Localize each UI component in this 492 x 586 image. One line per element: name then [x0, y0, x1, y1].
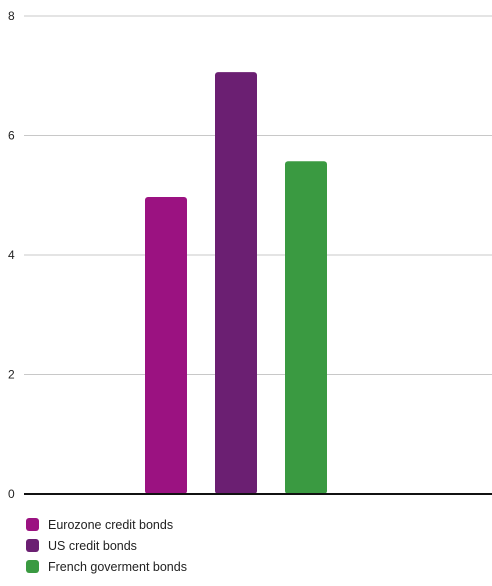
- y-tick-label: 2: [8, 368, 15, 382]
- legend-item: US credit bonds: [26, 535, 187, 556]
- legend-item: French goverment bonds: [26, 556, 187, 577]
- legend-swatch: [26, 518, 39, 531]
- legend: Eurozone credit bonds US credit bonds Fren…: [26, 514, 187, 577]
- bar-chart: 0 2 4 6 8: [8, 9, 492, 501]
- legend-swatch: [26, 560, 39, 573]
- bar: [145, 197, 187, 495]
- legend-item: Eurozone credit bonds: [26, 514, 187, 535]
- legend-label: French goverment bonds: [48, 559, 187, 574]
- bar: [285, 161, 327, 494]
- grid-layer: 0 2 4 6 8: [8, 9, 492, 501]
- legend-label: Eurozone credit bonds: [48, 517, 174, 532]
- bar: [215, 72, 257, 494]
- y-tick-label: 8: [8, 9, 15, 23]
- legend-label: US credit bonds: [48, 538, 137, 553]
- y-tick-label: 6: [8, 129, 15, 143]
- y-tick-label: 0: [8, 487, 15, 501]
- y-tick-label: 4: [8, 248, 15, 262]
- bar-layer: [145, 72, 327, 495]
- legend-swatch: [26, 539, 39, 552]
